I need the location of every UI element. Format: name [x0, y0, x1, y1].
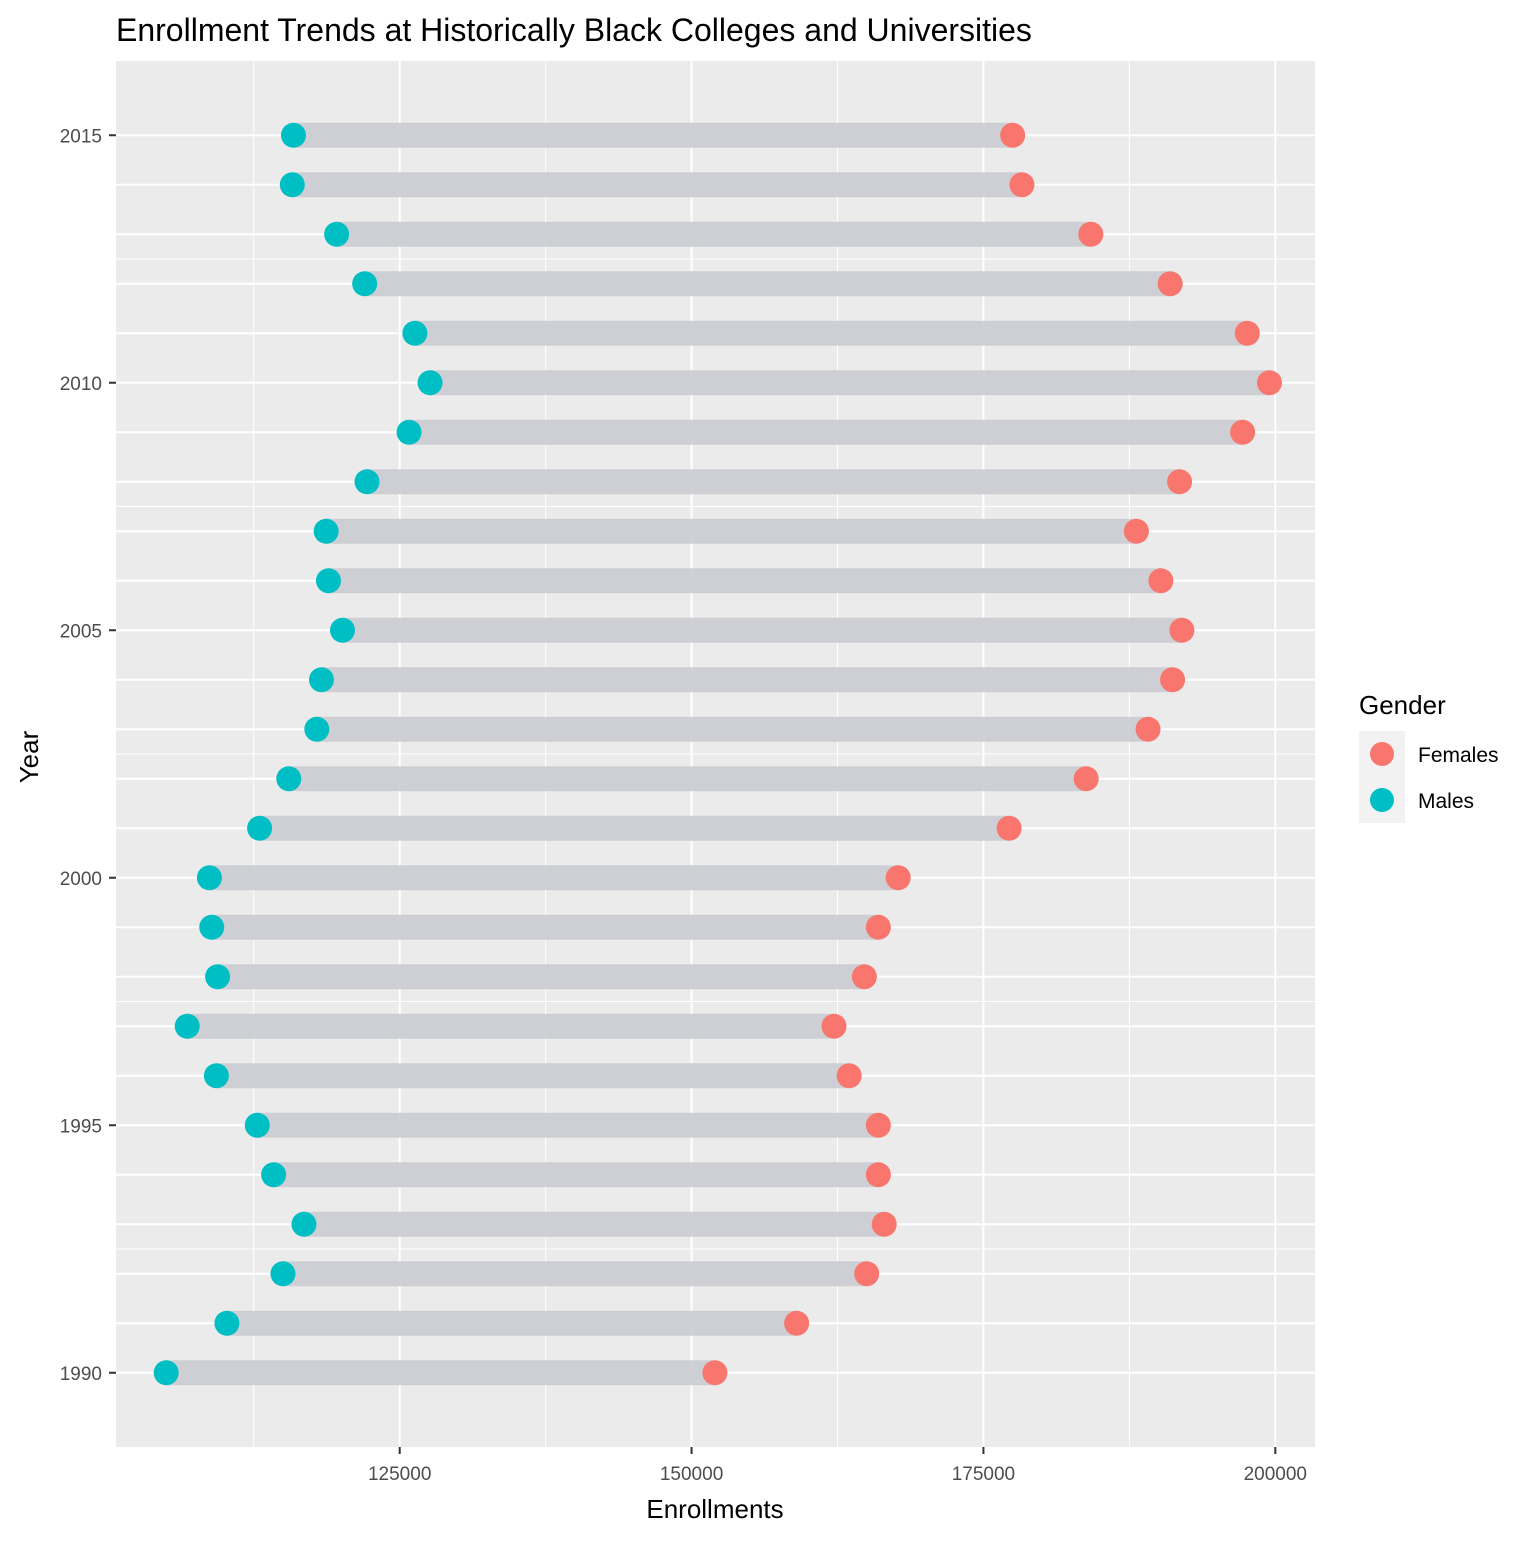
x-tick-label: 125000 [368, 1464, 431, 1485]
males-point [315, 568, 341, 594]
legend: Gender Females Males [1359, 690, 1499, 823]
x-tick-label: 175000 [952, 1464, 1015, 1485]
males-point [199, 914, 225, 940]
females-point [1230, 419, 1256, 445]
females-point [836, 1063, 862, 1089]
females-point [1148, 568, 1174, 594]
males-point [205, 964, 231, 990]
axes: 125000 150000 175000 200000 1990 1995 2000 2005… [60, 126, 1307, 1485]
males-point [324, 221, 350, 247]
males-point [261, 1162, 287, 1188]
females-point [1078, 221, 1104, 247]
legend-title: Gender [1359, 690, 1446, 720]
males-point [247, 815, 273, 841]
males-point [270, 1261, 296, 1287]
y-tick-label: 1990 [60, 1364, 102, 1385]
y-tick-label: 2000 [60, 869, 102, 890]
y-axis-title: Year [14, 730, 44, 783]
females-point [1234, 320, 1260, 346]
legend-key-females [1370, 742, 1394, 766]
males-point [402, 320, 428, 346]
legend-label-males: Males [1418, 790, 1474, 813]
females-point [1169, 617, 1195, 643]
males-point [203, 1063, 229, 1089]
males-point [214, 1310, 240, 1336]
males-point [280, 122, 306, 148]
females-point [865, 914, 891, 940]
females-point [854, 1261, 880, 1287]
females-point [1135, 716, 1161, 742]
legend-label-females: Females [1418, 744, 1499, 767]
males-point [308, 667, 334, 693]
females-point [1167, 469, 1193, 495]
males-point [329, 617, 355, 643]
x-tick-label: 150000 [660, 1464, 723, 1485]
females-point [702, 1360, 728, 1386]
females-point [821, 1013, 847, 1039]
males-point [244, 1112, 270, 1138]
males-point [153, 1360, 179, 1386]
females-point [1256, 370, 1282, 396]
females-point [851, 964, 877, 990]
males-point [174, 1013, 200, 1039]
females-point [885, 865, 911, 891]
females-point [1157, 271, 1183, 297]
females-point [1009, 172, 1035, 198]
legend-key-males [1370, 788, 1394, 812]
females-point [871, 1211, 897, 1237]
y-tick-label: 2005 [60, 621, 102, 642]
males-point [352, 271, 378, 297]
females-point [1000, 122, 1026, 148]
chart-title: Enrollment Trends at Historically Black … [116, 12, 1032, 48]
dumbbell-segments [166, 122, 1270, 1386]
females-point [865, 1162, 891, 1188]
data-points [153, 122, 1282, 1386]
females-point [784, 1310, 810, 1336]
y-tick-label: 2015 [60, 126, 102, 147]
y-tick-label: 1995 [60, 1116, 102, 1137]
males-point [354, 469, 380, 495]
x-axis-title: Enrollments [646, 1494, 783, 1524]
males-point [313, 518, 339, 544]
females-point [996, 815, 1022, 841]
males-point [276, 766, 302, 792]
males-point [291, 1211, 317, 1237]
males-point [196, 865, 222, 891]
y-tick-label: 2010 [60, 374, 102, 395]
females-point [1123, 518, 1149, 544]
males-point [304, 716, 330, 742]
males-point [417, 370, 443, 396]
x-tick-label: 200000 [1244, 1464, 1307, 1485]
males-point [279, 172, 305, 198]
females-point [1073, 766, 1099, 792]
males-point [396, 419, 422, 445]
females-point [1160, 667, 1186, 693]
females-point [865, 1112, 891, 1138]
